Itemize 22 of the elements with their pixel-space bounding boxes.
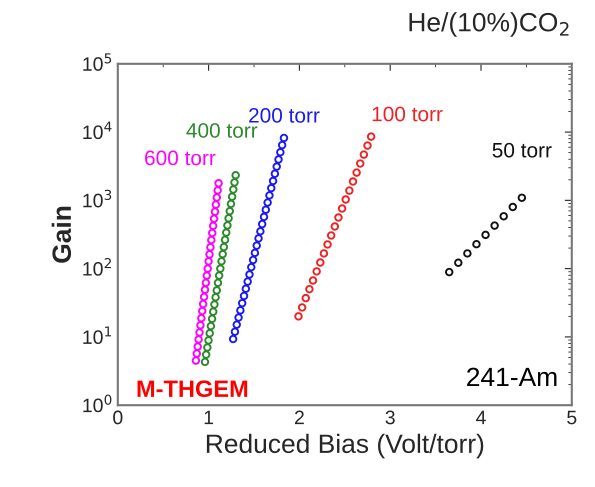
x-tick-label: 1 [204,410,214,424]
series-label: 100 torr [372,106,443,122]
y-tick-label: 10$^{4}$ [83,122,112,140]
series-label: 400 torr [186,123,258,138]
text: 50 torr [492,142,552,158]
y-tick-label: 10$^{5}$ [83,53,112,71]
y-tick-label: 10$^{2}$ [83,258,111,276]
annotation: 241-Am [467,368,556,386]
x-tick-label: 5 [567,410,576,424]
y-axis-title: Gain [52,206,72,263]
annotation: M-THGEM [138,380,248,398]
x-tick-label: 3 [386,410,395,424]
series-label: 600 torr [145,150,216,166]
x-tick-label: 4 [476,410,486,424]
x-tick-label: 0 [113,410,122,424]
y-tick-label: 10$^{0}$ [83,394,112,412]
y-tick-label: 10$^{3}$ [83,190,112,208]
series-label: 200 torr [249,108,320,123]
chart-title: He/(10%)CO$_{2}$ [409,12,569,37]
x-tick-label: 2 [294,410,304,424]
y-tick-label: 10$^{1}$ [83,326,112,344]
x-axis-title: Reduced Bias (Volt/torr) [206,434,484,458]
